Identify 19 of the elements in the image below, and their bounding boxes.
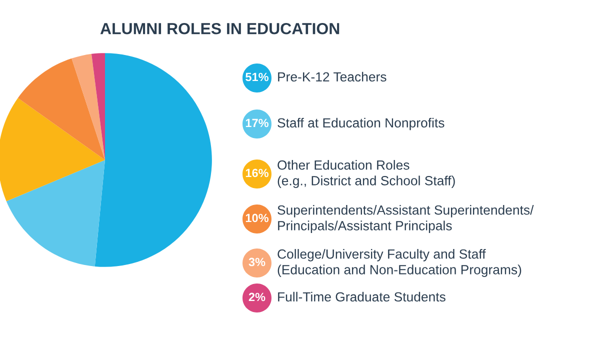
data-label: 51% (246, 72, 269, 82)
data-label: 17% (246, 118, 269, 128)
legend-label: Superintendents/Assistant Superintendents/ Principals/Assistant Principals (278, 205, 534, 233)
data-label: 16% (246, 168, 269, 178)
data-label: 2% (248, 292, 266, 302)
pie-slice (72, 54, 105, 160)
legend-label: Other Education Roles (e.g., District and School Staff) (278, 160, 455, 188)
pie-slice (0, 98, 105, 202)
chart-title: ALUMNI ROLES IN EDUCATION (100, 22, 340, 34)
legend-label: Staff at Education Nonprofits (278, 118, 444, 130)
legend-label: Pre-K-12 Teachers (278, 72, 386, 82)
pie-slice (18, 58, 105, 160)
pie-slice (91, 53, 105, 160)
data-label: 3% (248, 258, 266, 266)
data-label: 10% (246, 214, 269, 222)
pie-slice (6, 160, 105, 266)
pie-slice (94, 53, 212, 267)
legend-label: College/University Faculty and Staff (Education and Non-Education Programs) (278, 249, 522, 277)
legend-label: Full-Time Graduate Students (278, 292, 446, 302)
